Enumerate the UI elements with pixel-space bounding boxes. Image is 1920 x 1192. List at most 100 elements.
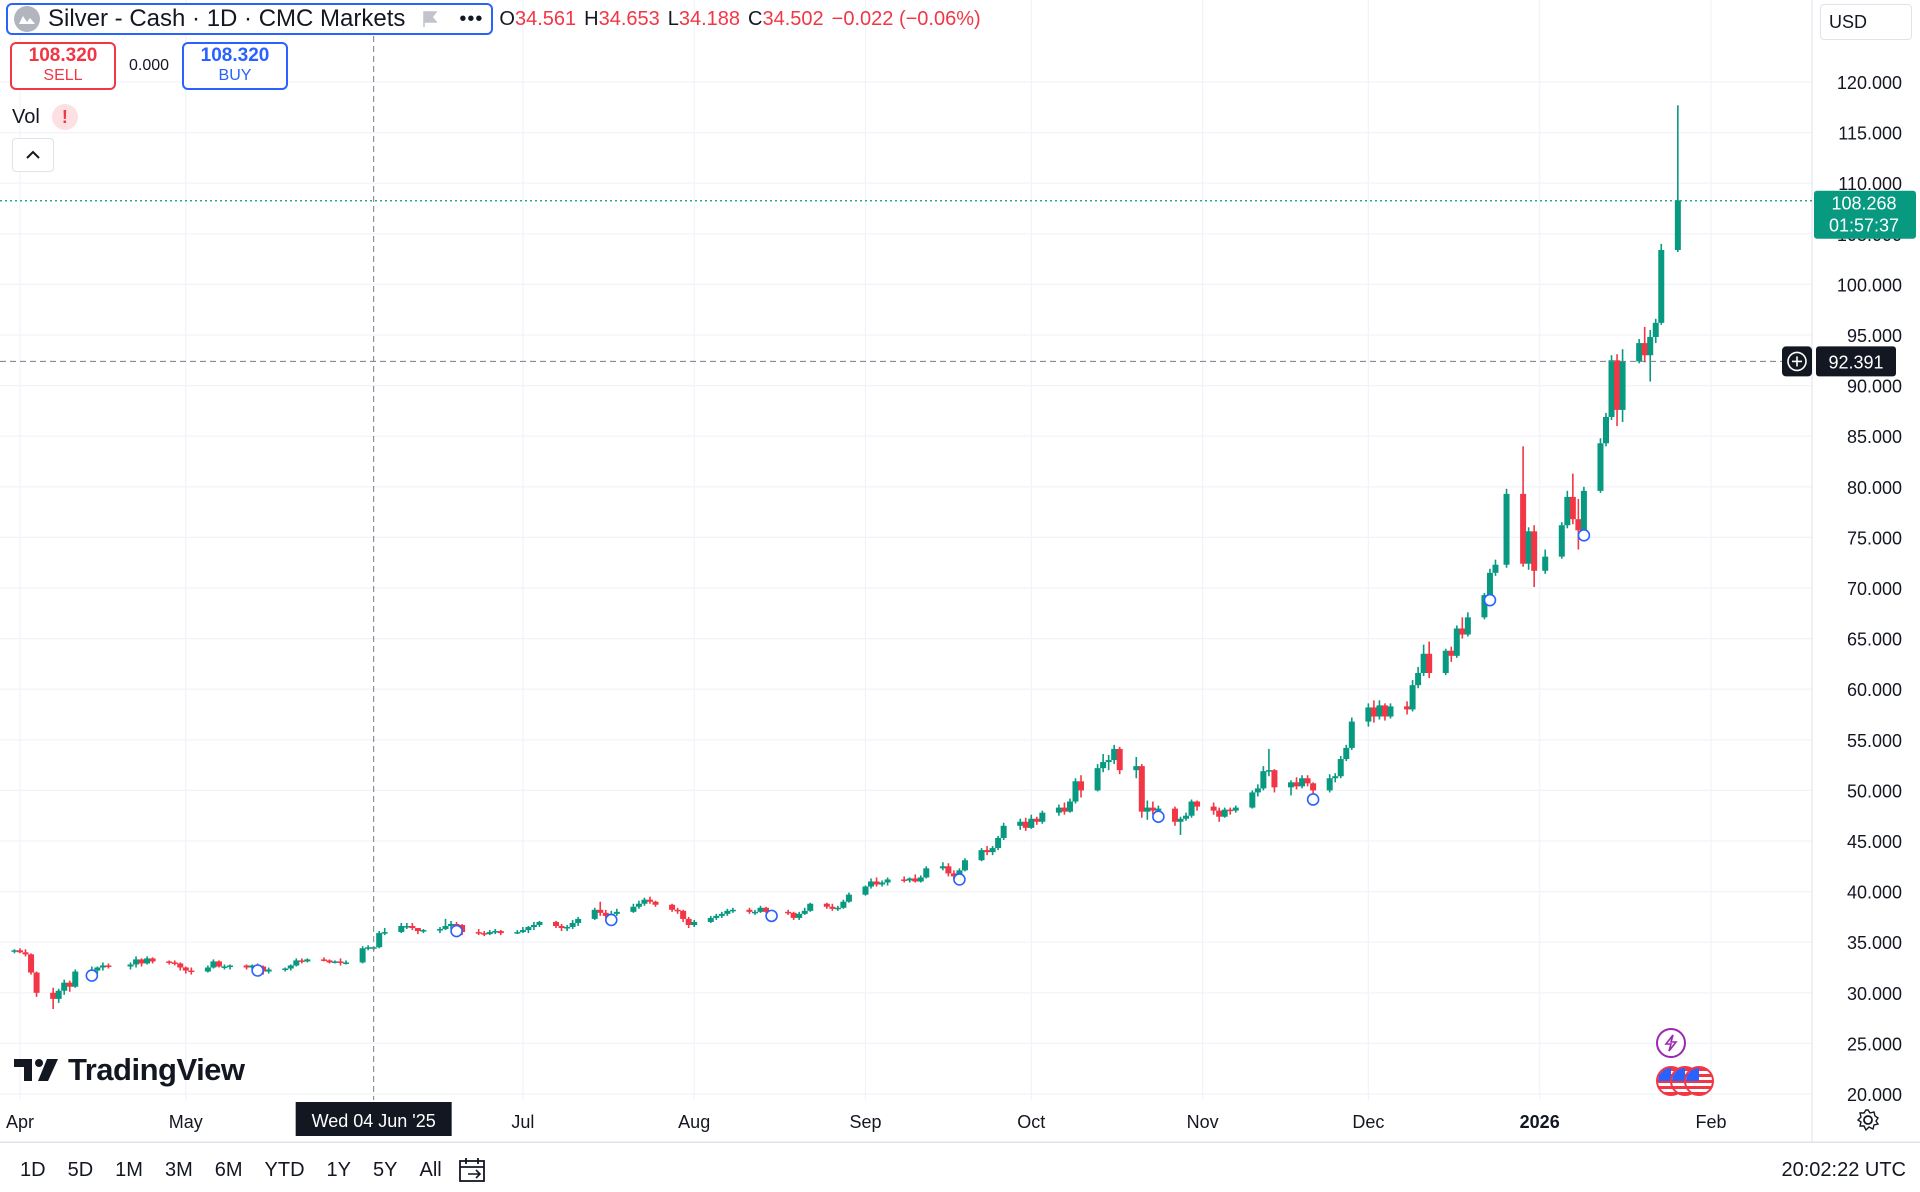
candle-body — [1326, 778, 1333, 791]
candle-body — [912, 878, 919, 882]
range-button-5d[interactable]: 5D — [67, 1159, 94, 1181]
event-marker[interactable] — [1152, 810, 1165, 823]
candle-body — [1580, 490, 1587, 531]
candle-body — [1614, 360, 1621, 410]
candle-body — [691, 921, 698, 925]
candle-body — [1636, 343, 1643, 362]
candle-body — [144, 958, 151, 964]
candle-body — [1381, 705, 1388, 717]
candle-body — [873, 881, 880, 885]
candle-body — [1000, 825, 1007, 838]
candle-body — [707, 917, 714, 922]
candle-body — [1387, 706, 1394, 717]
warning-icon[interactable]: ! — [51, 104, 78, 130]
utc-clock[interactable]: 20:02:22 UTC — [1781, 1159, 1906, 1181]
currency-selector[interactable]: USD — [1820, 4, 1912, 40]
us-flag-icon[interactable] — [1684, 1066, 1714, 1096]
range-button-1y[interactable]: 1Y — [326, 1159, 352, 1181]
price-tick-label: 45.000 — [1847, 832, 1902, 852]
buy-button[interactable]: 108.320 BUY — [182, 42, 288, 90]
event-markers[interactable] — [85, 529, 1591, 982]
axis-settings-icon[interactable] — [1856, 1108, 1880, 1137]
candle-body — [105, 965, 112, 967]
range-button-5y[interactable]: 5Y — [373, 1159, 398, 1181]
candle-body — [94, 967, 101, 971]
candle-body — [530, 924, 537, 928]
candle-body — [409, 926, 416, 929]
more-options-button[interactable]: ••• — [459, 7, 484, 30]
sell-button[interactable]: 108.320 SELL — [10, 42, 116, 90]
candle-body — [381, 932, 388, 934]
candle-body — [1221, 809, 1228, 817]
candle-body — [420, 930, 427, 932]
event-marker[interactable] — [85, 969, 99, 982]
crosshair-date-box — [295, 1102, 452, 1136]
chevron-up-icon — [26, 150, 40, 159]
range-button-1d[interactable]: 1D — [20, 1159, 46, 1181]
event-marker[interactable] — [1306, 793, 1320, 806]
event-marker[interactable] — [251, 964, 264, 977]
candle-body — [320, 959, 327, 961]
price-tick-label: 55.000 — [1847, 731, 1902, 751]
volume-indicator[interactable]: Vol ! — [12, 104, 78, 130]
candle-body — [646, 899, 653, 902]
candle-body — [917, 877, 924, 882]
candle-body — [1486, 572, 1493, 596]
candle-body — [923, 868, 930, 878]
range-button-3m[interactable]: 3M — [164, 1159, 193, 1181]
tradingview-logo-icon — [14, 1059, 58, 1081]
collapse-legend-button[interactable] — [12, 138, 54, 172]
range-button-6m[interactable]: 6M — [214, 1159, 243, 1181]
range-button-ytd[interactable]: YTD — [264, 1159, 305, 1181]
candle-body — [1265, 770, 1272, 772]
event-marker[interactable] — [1483, 593, 1497, 607]
candle-body — [514, 932, 521, 934]
candle-body — [807, 903, 814, 911]
candle-body — [1564, 496, 1571, 526]
range-button-1m[interactable]: 1M — [115, 1159, 143, 1181]
candle-body — [785, 911, 792, 914]
price-tick-label: 25.000 — [1847, 1034, 1902, 1054]
range-button-all[interactable]: All — [419, 1159, 442, 1181]
candle-body — [343, 962, 350, 964]
candle-body — [149, 958, 156, 962]
candle-body — [1177, 818, 1184, 822]
price-tick-label: 85.000 — [1847, 427, 1902, 447]
event-marker[interactable] — [604, 913, 618, 927]
candle-body — [685, 918, 692, 925]
candle-body — [61, 982, 68, 991]
candle-body — [28, 954, 35, 973]
high-key: H — [584, 7, 599, 30]
candle-body — [763, 907, 770, 912]
candle-body — [1116, 748, 1123, 771]
candle-body — [1481, 595, 1488, 618]
tradingview-watermark: TradingView — [14, 1052, 245, 1088]
candle-body — [50, 992, 57, 999]
symbol-title: Silver - Cash · 1D · CMC Markets — [48, 5, 406, 32]
candle-body — [901, 879, 908, 881]
candle-body — [11, 950, 18, 952]
candle-body — [1227, 809, 1234, 812]
candle-body — [298, 960, 305, 962]
price-axis[interactable]: 20.000 25.000 30.000 35.000 40.000 45.000 50.0… — [1837, 73, 1902, 1105]
candle-body — [475, 932, 482, 934]
flag-icon[interactable] — [421, 10, 439, 28]
price-tick-label: 115.000 — [1838, 124, 1902, 144]
lightning-icon[interactable] — [1656, 1028, 1686, 1058]
event-marker[interactable] — [953, 873, 966, 886]
candle-body — [613, 911, 620, 914]
time-axis[interactable]: Apr May Jul Aug Sep Oct Nov Dec 2026 Feb — [6, 1112, 1727, 1132]
candle-body — [442, 926, 449, 930]
event-marker[interactable] — [1577, 529, 1591, 542]
open-key: O — [499, 7, 515, 30]
event-marker[interactable] — [450, 924, 463, 938]
candle-body — [1155, 808, 1162, 811]
candle-body — [978, 850, 985, 861]
candle-body — [337, 961, 344, 963]
calendar-icon[interactable] — [458, 1157, 488, 1188]
event-marker[interactable] — [765, 909, 778, 923]
economic-events[interactable] — [1656, 1066, 1714, 1096]
symbol-selector[interactable]: Silver - Cash · 1D · CMC Markets ••• — [6, 3, 494, 35]
trade-buttons: 108.320 SELL 0.000 108.320 BUY — [10, 42, 288, 90]
